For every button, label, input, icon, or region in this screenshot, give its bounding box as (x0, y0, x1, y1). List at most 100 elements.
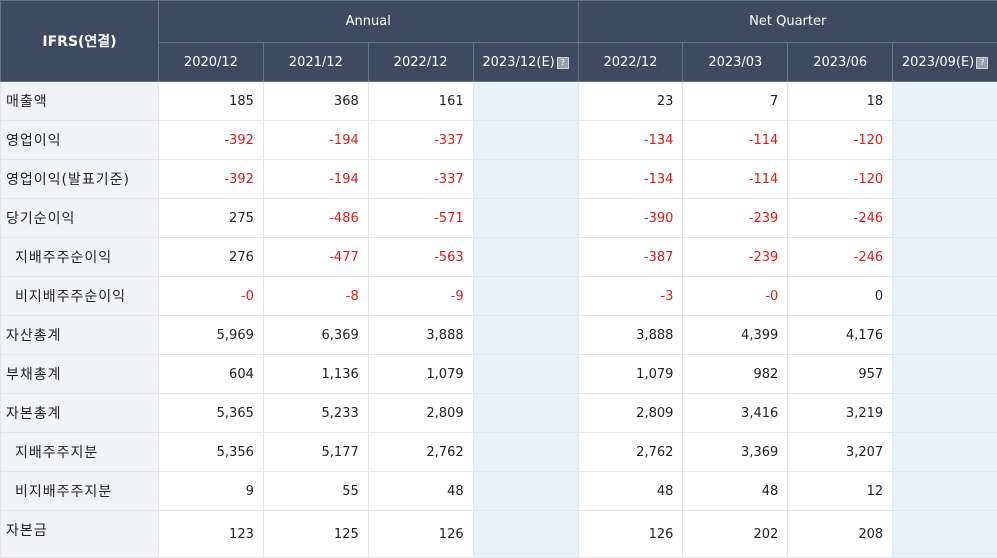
value-cell: 3,416 (683, 394, 788, 433)
estimate-cell (473, 160, 578, 199)
value-cell: 0 (788, 277, 893, 316)
table-row: 영업이익(발표기준)-392-194-337-134-114-120 (1, 160, 997, 199)
estimate-cell (473, 394, 578, 433)
row-label: 지배주주순이익 (1, 238, 159, 277)
value-cell: 3,219 (788, 394, 893, 433)
value-cell: -486 (263, 199, 368, 238)
table-row: 영업이익-392-194-337-134-114-120 (1, 121, 997, 160)
value-cell: 23 (578, 82, 683, 121)
annual-period-header: 2021/12 (263, 43, 368, 82)
corner-header: IFRS(연결) (1, 1, 159, 82)
value-cell: 9 (159, 472, 264, 511)
estimate-cell (893, 121, 997, 160)
value-cell: -239 (683, 199, 788, 238)
question-icon[interactable]: ? (557, 57, 569, 69)
row-label: 영업이익 (1, 121, 159, 160)
estimate-cell (473, 316, 578, 355)
row-label: 영업이익(발표기준) (1, 160, 159, 199)
value-cell: 55 (263, 472, 368, 511)
value-cell: -392 (159, 121, 264, 160)
value-cell: -390 (578, 199, 683, 238)
estimate-cell (893, 238, 997, 277)
value-cell: -9 (368, 277, 473, 316)
row-label: 자본총계 (1, 394, 159, 433)
quarter-period-header: 2023/03 (683, 43, 788, 82)
value-cell: 208 (788, 511, 893, 558)
value-cell: 3,207 (788, 433, 893, 472)
question-icon[interactable]: ? (976, 57, 988, 69)
quarter-period-header: 2022/12 (578, 43, 683, 82)
value-cell: -0 (159, 277, 264, 316)
value-cell: 123 (159, 511, 264, 558)
value-cell: -563 (368, 238, 473, 277)
value-cell: -3 (578, 277, 683, 316)
value-cell: 3,888 (578, 316, 683, 355)
value-cell: -120 (788, 121, 893, 160)
value-cell: 4,176 (788, 316, 893, 355)
estimate-cell (893, 82, 997, 121)
estimate-cell (893, 277, 997, 316)
value-cell: 1,136 (263, 355, 368, 394)
value-cell: 368 (263, 82, 368, 121)
value-cell: -114 (683, 160, 788, 199)
quarter-period-header: 2023/06 (788, 43, 893, 82)
value-cell: 48 (683, 472, 788, 511)
row-label: 자산총계 (1, 316, 159, 355)
value-cell: -120 (788, 160, 893, 199)
row-label: 자본금 (1, 511, 159, 558)
value-cell: 2,809 (578, 394, 683, 433)
row-label: 부채총계 (1, 355, 159, 394)
value-cell: 957 (788, 355, 893, 394)
estimate-cell (473, 82, 578, 121)
row-label: 비지배주주순이익 (1, 277, 159, 316)
estimate-cell (473, 277, 578, 316)
value-cell: -8 (263, 277, 368, 316)
estimate-cell (473, 238, 578, 277)
estimate-cell (893, 472, 997, 511)
value-cell: 1,079 (368, 355, 473, 394)
value-cell: -114 (683, 121, 788, 160)
value-cell: 2,762 (578, 433, 683, 472)
value-cell: 5,356 (159, 433, 264, 472)
value-cell: -392 (159, 160, 264, 199)
estimate-cell (473, 511, 578, 558)
value-cell: 604 (159, 355, 264, 394)
value-cell: 126 (368, 511, 473, 558)
value-cell: 1,079 (578, 355, 683, 394)
estimate-cell (893, 199, 997, 238)
quarter-group-header: Net Quarter (578, 1, 997, 43)
estimate-cell (893, 316, 997, 355)
value-cell: 5,365 (159, 394, 264, 433)
value-cell: 2,809 (368, 394, 473, 433)
annual-period-header: 2022/12 (368, 43, 473, 82)
value-cell: 6,369 (263, 316, 368, 355)
value-cell: 161 (368, 82, 473, 121)
value-cell: 12 (788, 472, 893, 511)
annual-estimate-header: 2023/12(E)? (473, 43, 578, 82)
row-label: 지배주주지분 (1, 433, 159, 472)
value-cell: 18 (788, 82, 893, 121)
value-cell: 48 (368, 472, 473, 511)
value-cell: 48 (578, 472, 683, 511)
row-label: 당기순이익 (1, 199, 159, 238)
quarter-estimate-header: 2023/09(E)? (893, 43, 997, 82)
value-cell: -387 (578, 238, 683, 277)
value-cell: 5,969 (159, 316, 264, 355)
value-cell: -194 (263, 160, 368, 199)
value-cell: -0 (683, 277, 788, 316)
value-cell: 3,369 (683, 433, 788, 472)
estimate-cell (893, 355, 997, 394)
value-cell: 982 (683, 355, 788, 394)
estimate-cell (473, 472, 578, 511)
